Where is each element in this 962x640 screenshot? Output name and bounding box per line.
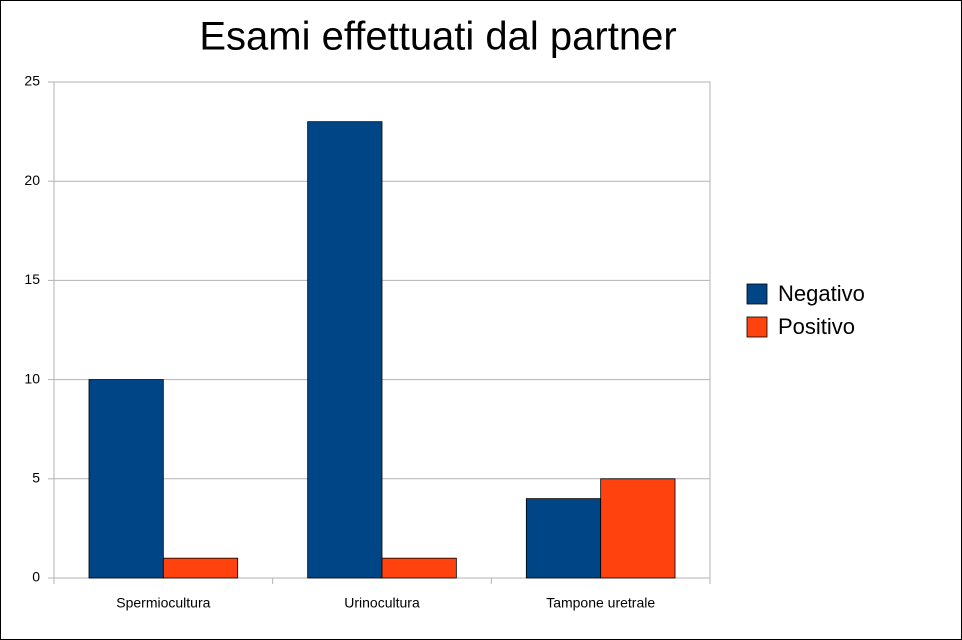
y-tick-label: 15 <box>24 271 40 287</box>
y-tick-label: 0 <box>32 569 40 585</box>
bar <box>88 379 164 579</box>
bar <box>162 557 239 579</box>
y-tick-label: 10 <box>24 370 40 386</box>
legend-label: Positivo <box>778 314 855 339</box>
y-tick-label: 25 <box>24 73 40 89</box>
y-tick-label: 20 <box>24 172 40 188</box>
x-tick-label: Tampone uretrale <box>546 595 655 611</box>
legend-swatch <box>746 316 768 338</box>
bar <box>600 478 676 579</box>
y-tick-label: 5 <box>32 470 40 486</box>
bar <box>307 121 383 579</box>
legend-label: Negativo <box>778 281 865 306</box>
bar <box>381 557 457 579</box>
x-tick-label: Spermiocultura <box>116 595 210 611</box>
chart-title: Esami effettuati dal partner <box>199 15 676 59</box>
legend-swatch <box>746 283 768 305</box>
bar <box>525 498 602 579</box>
x-tick-label: Urinocultura <box>344 595 420 611</box>
